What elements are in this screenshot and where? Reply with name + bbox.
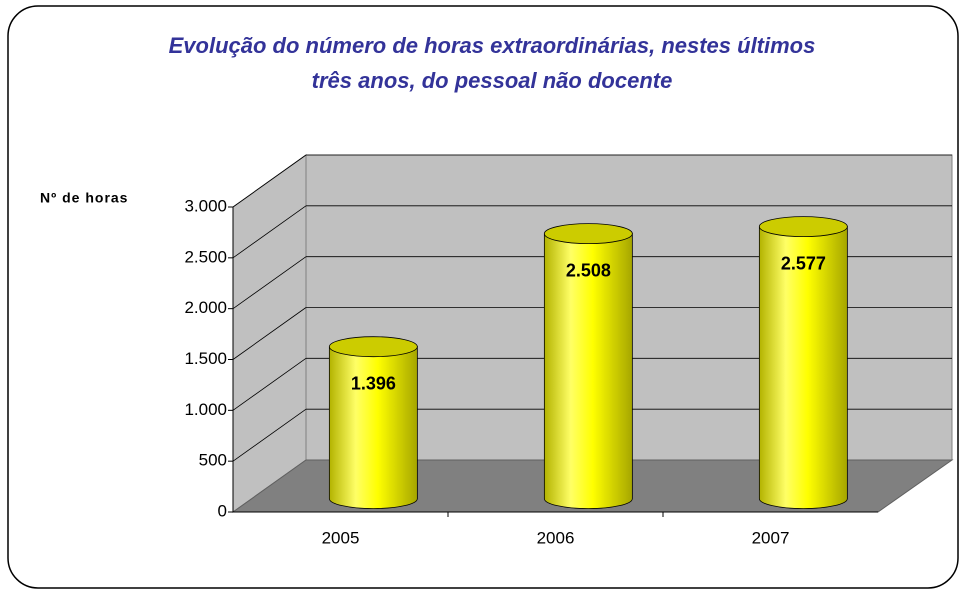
cylinder-top <box>543 223 633 245</box>
chart-title: Evolução do número de horas extraordinár… <box>169 33 816 58</box>
x-tick-label: 2007 <box>752 528 790 547</box>
y-tick-label: 2.000 <box>184 298 227 317</box>
y-tick-label: 1.500 <box>184 349 227 368</box>
grid-line <box>232 307 307 360</box>
grid-line <box>232 256 307 309</box>
value-label: 2.508 <box>566 260 611 280</box>
value-label: 1.396 <box>351 373 396 393</box>
cylinder <box>543 223 633 509</box>
y-axis-label: Nº de horas <box>40 190 128 206</box>
grid-line <box>232 154 307 208</box>
x-tick-label: 2005 <box>322 528 360 547</box>
y-tick-label: 500 <box>199 451 227 470</box>
cylinder <box>758 216 848 509</box>
chart-subtitle: três anos, do pessoal não docente <box>312 68 673 93</box>
x-tick-label: 2006 <box>537 528 575 547</box>
cylinder-body <box>328 346 418 509</box>
y-tick-label: 2.500 <box>184 247 227 266</box>
cylinder-body <box>758 226 848 509</box>
grid-line <box>232 205 307 259</box>
cylinder-body <box>543 233 633 509</box>
cylinder-top <box>758 216 848 238</box>
grid-line <box>232 408 307 462</box>
y-tick-label: 3.000 <box>184 196 227 215</box>
cylinder <box>328 336 418 509</box>
y-tick-label: 0 <box>218 501 227 520</box>
value-label: 2.577 <box>781 253 826 273</box>
y-tick-label: 1.000 <box>184 400 227 419</box>
grid-line <box>232 358 307 411</box>
cylinder-top <box>328 336 418 358</box>
